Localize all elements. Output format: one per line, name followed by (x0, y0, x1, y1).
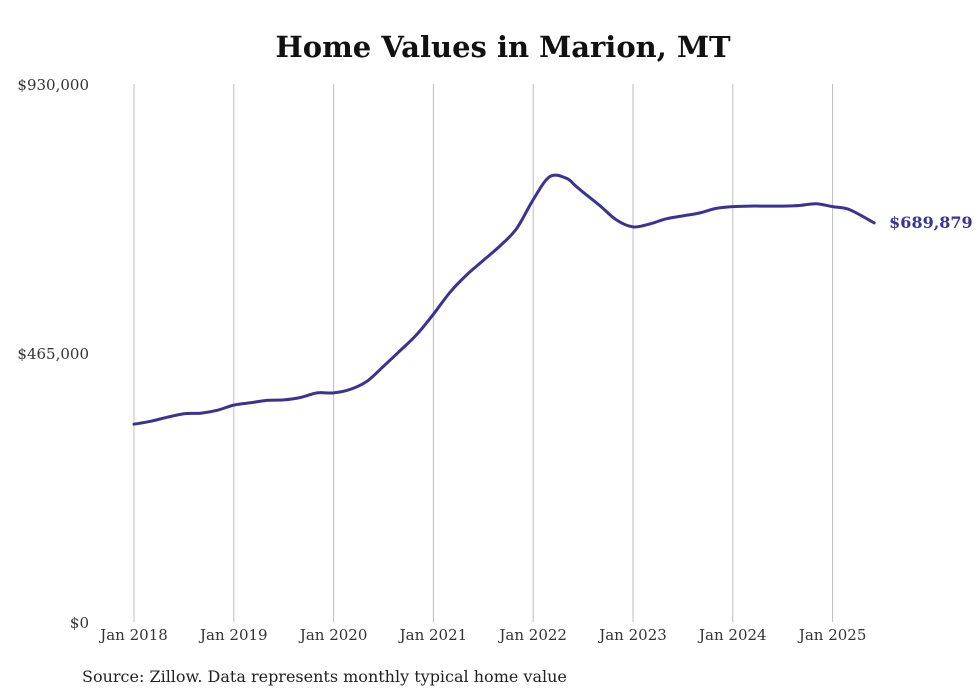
x-tick-label: Jan 2025 (797, 626, 867, 644)
x-tick-label: Jan 2020 (298, 626, 368, 644)
source-note: Source: Zillow. Data represents monthly … (82, 667, 567, 686)
x-tick-label: Jan 2022 (497, 626, 567, 644)
x-tick-label: Jan 2018 (98, 626, 168, 644)
y-tick-label: $0 (70, 614, 89, 632)
x-tick-label: Jan 2024 (697, 626, 767, 644)
x-tick-label: Jan 2019 (198, 626, 268, 644)
end-value-label: $689,879 (889, 213, 973, 232)
y-tick-label: $930,000 (17, 76, 89, 94)
y-tick-label: $465,000 (17, 345, 89, 363)
chart-title: Home Values in Marion, MT (275, 30, 731, 64)
x-tick-label: Jan 2023 (597, 626, 667, 644)
x-tick-label: Jan 2021 (398, 626, 468, 644)
home-value-line (132, 173, 876, 426)
